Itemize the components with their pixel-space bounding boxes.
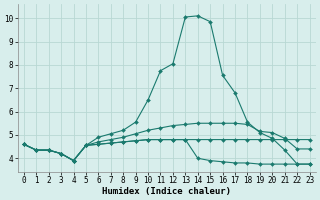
X-axis label: Humidex (Indice chaleur): Humidex (Indice chaleur) [102,187,231,196]
